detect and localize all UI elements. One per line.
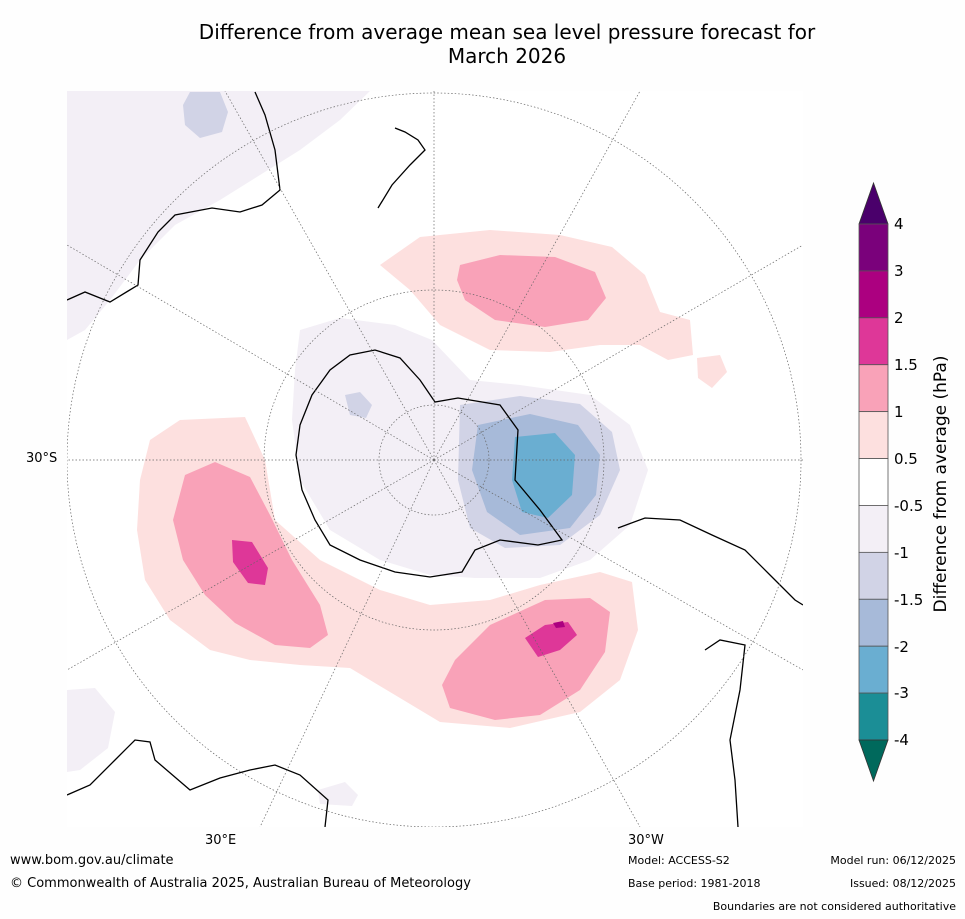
colorbar-segment [858,692,889,741]
footer-base-period: Base period: 1981-2018 [628,877,761,890]
contour-pos-1.5-southeast [525,622,577,657]
colorbar-arrow-bottom [858,739,889,783]
chart-title: Difference from average mean sea level p… [0,20,965,68]
contour-neg-0.5-northwest [67,91,370,340]
footer-model-run: Model run: 06/12/2025 [830,854,956,867]
colorbar-tick-label: 1.5 [894,356,918,374]
graticule [67,91,803,827]
colorbar-tick-label: 2 [894,309,904,327]
coast-africa-south [67,739,329,827]
colorbar-segment [858,551,889,600]
colorbar-segment [858,317,889,366]
colorbar-title: Difference from average (hPa) [931,355,951,613]
colorbar-tick-label: -0.5 [894,497,924,515]
footer-disclaimer: Boundaries are not considered authoritat… [712,900,956,913]
colorbar-tick-label: -1.5 [894,591,924,609]
coast-south-america [617,517,803,606]
colorbar-tick-label: 3 [894,262,904,280]
colorbar-tick-label: 0.5 [894,450,918,468]
colorbar-tick-label: -1 [894,544,909,562]
footer-website: www.bom.gov.au/climate [10,853,174,868]
footer-copyright: © Commonwealth of Australia 2025, Austra… [10,876,471,891]
colorbar-arrow-top [858,181,889,225]
colorbar-segment [858,645,889,694]
contour-pos-1.5-west [232,540,268,585]
chart-title-line1: Difference from average mean sea level p… [198,20,816,44]
contour-neg-2 [512,433,575,518]
coastlines [67,91,803,827]
coast-australia [67,91,281,303]
colorbar-segment [858,223,889,272]
coast-antarctica [295,349,564,578]
colorbar-tick-label: -2 [894,638,909,656]
lon-label-30e: 30°E [205,833,237,848]
contour-neg-0.5-southwest [67,688,115,772]
colorbar-tick-label: -3 [894,684,909,702]
contour-pos-2-small [553,621,565,628]
contour-pos-0.5-islet [697,355,727,388]
contour-pos-1-north [457,255,606,327]
colorbar-tick-label: 1 [894,403,904,421]
footer-model: Model: ACCESS-S2 [628,854,730,867]
footer-issued: Issued: 08/12/2025 [849,877,956,890]
lon-label-30w: 30°W [628,833,664,848]
chart-title-line2: March 2026 [447,44,567,68]
colorbar-tick-label: -4 [894,731,909,749]
lat-label-30s: 30°S [26,451,58,466]
coast-south-atlantic [704,639,746,827]
colorbar-segment [858,411,889,459]
colorbar-segment [858,598,889,647]
contour-neg-1-northwest [183,92,228,138]
coast-new-zealand [377,127,426,209]
colorbar-tick-label: 4 [894,215,904,233]
colorbar-segment [858,364,889,413]
colorbar [858,181,889,783]
map-area [67,91,803,827]
colorbar-segment [858,458,889,506]
colorbar-segment [858,270,889,319]
colorbar-segment [858,505,889,553]
